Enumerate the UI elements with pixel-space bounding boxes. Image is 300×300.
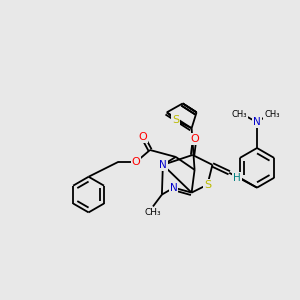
Text: N: N bbox=[170, 183, 178, 193]
Text: N: N bbox=[159, 160, 167, 170]
Text: O: O bbox=[190, 134, 199, 144]
Text: S: S bbox=[172, 115, 179, 125]
Text: CH₃: CH₃ bbox=[231, 110, 247, 119]
Text: S: S bbox=[204, 180, 211, 190]
Text: H: H bbox=[233, 173, 241, 183]
Text: O: O bbox=[132, 157, 140, 167]
Text: CH₃: CH₃ bbox=[145, 208, 161, 217]
Text: O: O bbox=[139, 132, 147, 142]
Text: N: N bbox=[253, 117, 261, 127]
Text: CH₃: CH₃ bbox=[264, 110, 280, 119]
